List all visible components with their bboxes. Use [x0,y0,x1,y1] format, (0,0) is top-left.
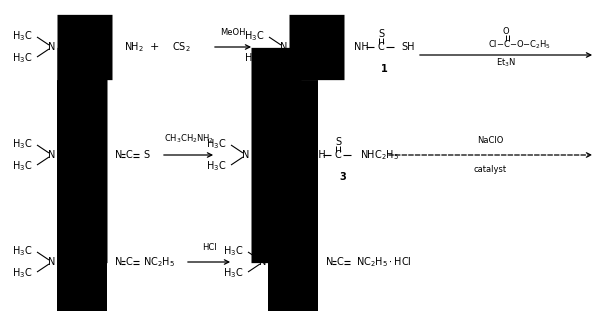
Text: NHC$_2$H$_5$: NHC$_2$H$_5$ [360,148,399,162]
Text: CH$_3$CH$_2$NH$_2$: CH$_3$CH$_2$NH$_2$ [164,132,214,145]
Text: S: S [335,137,341,147]
Text: N: N [259,257,266,267]
Text: NC$_2$H$_5$: NC$_2$H$_5$ [143,255,175,269]
Text: HCl: HCl [202,243,217,252]
Text: H$_3$C: H$_3$C [11,266,32,280]
Text: N: N [280,42,287,52]
Text: C: C [337,257,343,267]
Text: C: C [335,150,341,160]
Text: CS$_2$: CS$_2$ [172,40,191,54]
Text: N: N [242,150,250,160]
Text: 2: 2 [64,172,70,182]
Text: NC$_2$H$_5\cdot$HCl: NC$_2$H$_5\cdot$HCl [356,255,412,269]
Text: S: S [143,150,149,160]
Text: H$_3$C: H$_3$C [223,266,243,280]
Text: SH: SH [401,42,415,52]
Text: 1: 1 [380,64,388,74]
Text: N: N [115,257,122,267]
Text: NaClO: NaClO [478,136,503,145]
Text: H$_3$C: H$_3$C [244,29,264,43]
Text: Cl$-$C$-$O$-$C$_2$H$_5$: Cl$-$C$-$O$-$C$_2$H$_5$ [488,39,551,51]
Text: C: C [125,150,133,160]
Text: O: O [503,26,509,35]
Text: catalyst: catalyst [474,165,507,174]
Text: H$_3$C: H$_3$C [206,159,226,173]
Text: N: N [49,257,56,267]
Text: 3: 3 [340,172,346,182]
Text: C: C [125,257,133,267]
Text: 4: 4 [64,279,70,289]
Text: H$_3$C: H$_3$C [11,159,32,173]
Text: $+$: $+$ [149,41,159,53]
Text: MeOH: MeOH [220,28,246,37]
Text: S: S [378,29,384,39]
Text: N: N [326,257,334,267]
Text: C: C [377,42,385,52]
Text: NH$_2$: NH$_2$ [124,40,144,54]
Text: H$_3$C: H$_3$C [206,137,226,151]
Text: H$_3$C: H$_3$C [244,51,264,65]
Text: N: N [49,42,56,52]
Text: H$_3$C: H$_3$C [11,244,32,258]
Text: H$_3$C: H$_3$C [11,51,32,65]
Text: NH: NH [311,150,326,160]
Text: NH: NH [354,42,369,52]
Text: H$_3$C: H$_3$C [11,29,32,43]
Text: N: N [49,150,56,160]
Text: Et$_3$N: Et$_3$N [496,57,516,69]
Text: N: N [115,150,122,160]
Text: H$_3$C: H$_3$C [11,137,32,151]
Text: H$_3$C: H$_3$C [223,244,243,258]
